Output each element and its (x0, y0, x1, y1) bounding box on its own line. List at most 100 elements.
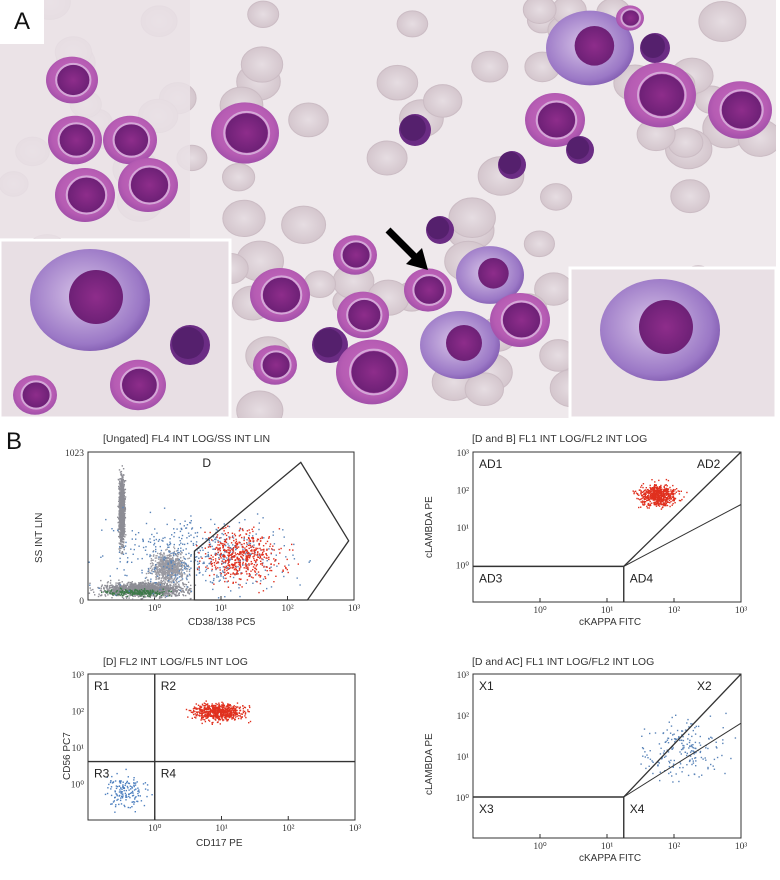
event-dot (248, 540, 250, 542)
event-dot (227, 532, 229, 534)
event-dot (265, 557, 267, 559)
event-dot (173, 528, 175, 530)
event-dot (118, 504, 120, 506)
event-dot (175, 592, 178, 594)
region-label: D (202, 456, 211, 470)
event-dot (133, 586, 135, 588)
event-dot (117, 478, 120, 481)
event-dot (228, 558, 231, 561)
event-dot (166, 577, 168, 579)
event-dot (187, 565, 189, 567)
event-dot (149, 567, 152, 569)
event-dot (174, 574, 176, 576)
event-dot (154, 586, 157, 588)
event-dot (120, 508, 122, 510)
event-dot (291, 543, 293, 546)
event-dot (175, 579, 177, 581)
event-dot (168, 564, 171, 566)
event-dot (116, 585, 118, 588)
event-dot (229, 565, 231, 567)
event-dot (253, 546, 255, 549)
event-dot (177, 589, 180, 591)
event-dot (250, 570, 252, 572)
event-dot (220, 557, 222, 559)
event-dot (217, 547, 219, 550)
event-dot (163, 577, 165, 579)
event-dot (148, 585, 150, 587)
event-dot (134, 544, 136, 546)
event-dot (165, 571, 168, 574)
event-dot (217, 576, 220, 578)
event-dot (110, 579, 112, 582)
event-dot (129, 586, 131, 588)
event-dot (132, 588, 134, 590)
event-dot (161, 596, 163, 598)
event-dot (165, 592, 167, 595)
event-dot (130, 548, 132, 550)
event-dot (250, 563, 252, 565)
event-dot (171, 592, 174, 594)
event-dot (143, 587, 146, 589)
event-dot (157, 567, 159, 569)
event-dot (119, 503, 122, 506)
event-dot (186, 586, 188, 588)
event-dot (122, 546, 124, 549)
event-dot (164, 578, 167, 580)
event-dot (167, 570, 170, 572)
event-dot (156, 589, 159, 592)
event-dot (123, 502, 125, 504)
event-dot (242, 529, 244, 532)
event-dot (166, 523, 168, 526)
event-dot (232, 573, 234, 575)
event-dot (152, 564, 154, 566)
event-dot (194, 556, 196, 558)
event-dot (172, 566, 175, 569)
event-dot (228, 552, 230, 554)
event-dot (122, 487, 124, 489)
event-dot (145, 584, 147, 587)
event-dot (255, 580, 257, 582)
event-dot (121, 465, 123, 467)
event-dot (140, 584, 142, 586)
event-dot (123, 501, 126, 503)
cell-blast (490, 293, 550, 347)
event-dot (118, 492, 121, 495)
event-dot (153, 536, 155, 538)
event-dot (109, 582, 112, 584)
event-dot (167, 562, 169, 564)
event-dot (230, 558, 232, 560)
event-dot (184, 568, 186, 570)
event-dot (245, 582, 247, 584)
event-dot (159, 584, 161, 586)
red-blood-cell (670, 179, 710, 214)
event-dot (180, 574, 183, 577)
event-dot (210, 554, 212, 557)
event-dot (143, 591, 145, 593)
event-dot (156, 562, 159, 564)
event-dot (97, 586, 99, 589)
event-dot (139, 582, 141, 585)
event-dot (131, 587, 133, 589)
event-dot (118, 516, 121, 518)
event-dot (660, 502, 662, 504)
event-dot (164, 596, 167, 599)
event-dot (251, 550, 253, 552)
event-dot (189, 568, 191, 571)
event-dot (164, 575, 167, 577)
event-dot (239, 528, 241, 531)
event-dot (166, 554, 168, 557)
event-dot (236, 556, 238, 559)
event-dot (154, 586, 156, 588)
event-dot (118, 582, 121, 585)
event-dot (119, 584, 122, 586)
event-dot (184, 573, 186, 575)
event-dot (109, 591, 111, 593)
event-dot (151, 573, 153, 575)
event-dot (172, 590, 174, 592)
event-dot (152, 555, 155, 557)
event-dot (185, 568, 188, 570)
event-dot (240, 572, 242, 574)
event-dot (119, 561, 121, 563)
event-dot (163, 553, 165, 555)
event-dot (130, 594, 132, 596)
